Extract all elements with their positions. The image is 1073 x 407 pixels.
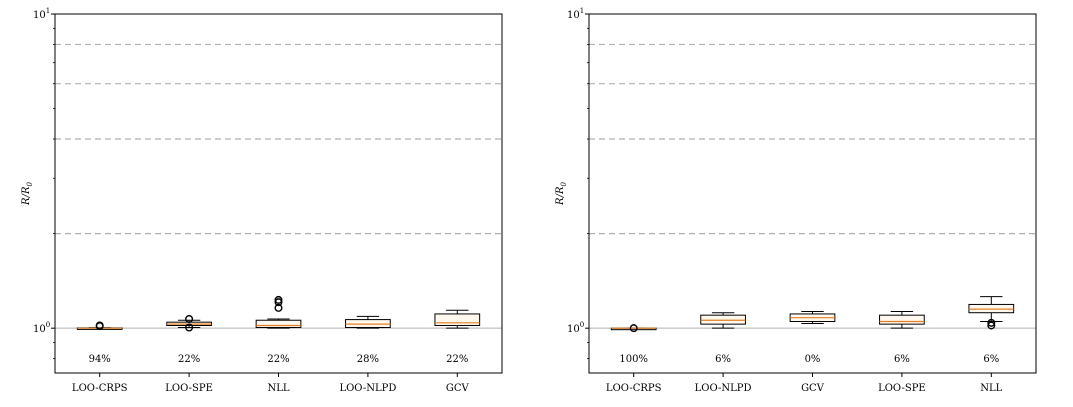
x-tick-label: LOO-SPE [165, 383, 213, 394]
right-boxplot-panel: 100 101 R/R0 LOO-CRPS 100% LOO-NLPD 6% GCV 0% LOO… [555, 7, 1037, 394]
y-tick-label: 101 [33, 7, 50, 21]
percent-label: 94% [89, 354, 111, 365]
outlier-point [95, 321, 104, 330]
x-tick-label: GCV [446, 383, 470, 394]
x-tick-label: LOO-NLPD [695, 383, 752, 394]
x-tick-label: NLL [980, 383, 1002, 394]
box-iqr [255, 319, 302, 328]
y-axis-label: R/R0 [21, 182, 34, 206]
box-loo-crps [610, 324, 657, 333]
y-tick-label: 100 [567, 321, 584, 335]
x-tick-label: LOO-NLPD [339, 383, 396, 394]
percent-label: 22% [446, 354, 468, 365]
box-iqr [434, 313, 481, 326]
box-loo-nlpd [345, 315, 391, 329]
x-tick-label: LOO-SPE [878, 383, 926, 394]
box-iqr [345, 319, 391, 328]
x-tick-label: LOO-CRPS [72, 383, 128, 394]
outlier-point [274, 295, 283, 304]
percent-label: 100% [619, 354, 648, 365]
box-iqr [879, 314, 925, 325]
percent-label: 22% [267, 354, 289, 365]
box-loo-nlpd [700, 312, 746, 329]
outlier-point [987, 318, 996, 327]
box-loo-spe [166, 314, 212, 332]
outlier-point [274, 303, 283, 312]
x-tick-label: LOO-CRPS [606, 383, 662, 394]
box-loo-spe [879, 311, 925, 329]
percent-label: 6% [983, 354, 999, 365]
y-axis-label: R/R0 [555, 182, 568, 206]
outlier-point [629, 324, 638, 333]
outlier-point [185, 323, 194, 332]
outlier-point [987, 321, 996, 330]
outlier-point [185, 314, 194, 323]
percent-label: 6% [894, 354, 910, 365]
y-tick-label: 101 [567, 7, 584, 21]
x-tick-label: GCV [801, 383, 825, 394]
box-nll [968, 296, 1015, 330]
box-gcv [434, 309, 481, 329]
percent-label: 0% [805, 354, 821, 365]
box-nll [255, 295, 302, 329]
box-loo-crps [76, 321, 123, 331]
percent-label: 28% [357, 354, 379, 365]
y-tick-label: 100 [33, 321, 50, 335]
percent-label: 6% [715, 354, 731, 365]
left-boxplot-panel: 100 101 R/R0 LOO-CRPS 94% LOO-SPE 22% NLL 22% LOO… [21, 7, 503, 394]
percent-label: 22% [178, 354, 200, 365]
box-gcv [789, 311, 836, 324]
x-tick-label: NLL [267, 383, 289, 394]
